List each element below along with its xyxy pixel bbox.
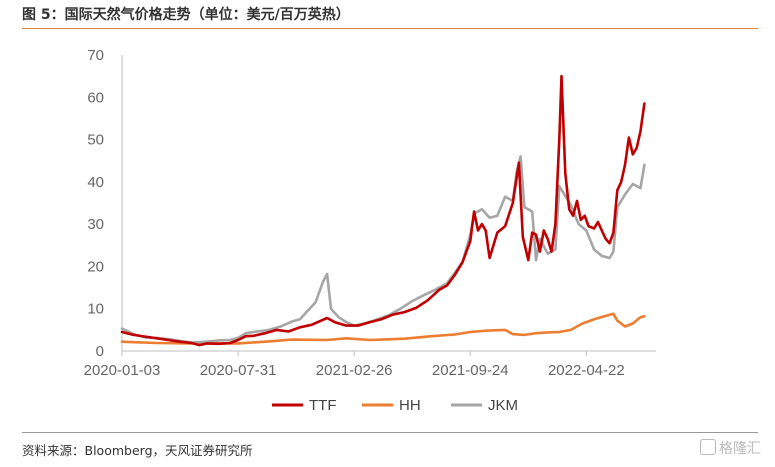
y-tick-label: 10 xyxy=(87,301,104,318)
x-tick-label: 2022-04-22 xyxy=(548,362,625,379)
series-line-jkm xyxy=(120,155,646,344)
legend-label-ttf: TTF xyxy=(309,397,337,414)
source-divider xyxy=(22,432,758,433)
legend-label-jkm: JKM xyxy=(488,397,518,414)
figure-title: 图 5：国际天然气价格走势（单位：美元/百万英热） xyxy=(22,7,350,23)
y-tick-label: 0 xyxy=(96,343,104,360)
legend-label-hh: HH xyxy=(399,397,421,414)
y-tick-label: 40 xyxy=(87,174,104,191)
watermark-text: 格隆汇 xyxy=(719,441,761,457)
chart-axes: 0 10 20 30 40 50 60 70 2020-01-03 2020-07-31 2021-… xyxy=(84,47,656,379)
x-tick-label: 2021-02-26 xyxy=(316,362,393,379)
series-line-ttf xyxy=(120,74,646,347)
y-tick-label: 50 xyxy=(87,132,104,149)
watermark-icon xyxy=(700,439,716,455)
y-tick-label: 30 xyxy=(87,216,104,233)
y-tick-label: 70 xyxy=(87,47,104,64)
x-tick-label: 2020-07-31 xyxy=(200,362,277,379)
title-divider xyxy=(22,28,758,29)
y-tick-label: 60 xyxy=(87,89,104,106)
chart-legend: TTF HH JKM xyxy=(272,397,518,414)
chart-lines xyxy=(120,74,646,347)
x-tick-label: 2021-09-24 xyxy=(432,362,509,379)
watermark-logo: 格隆汇 xyxy=(700,438,761,458)
series-line-hh xyxy=(120,312,646,345)
y-tick-label: 20 xyxy=(87,258,104,275)
x-tick-label: 2020-01-03 xyxy=(84,362,161,379)
source-note: 资料来源：Bloomberg，天风证券研究所 xyxy=(22,443,253,458)
